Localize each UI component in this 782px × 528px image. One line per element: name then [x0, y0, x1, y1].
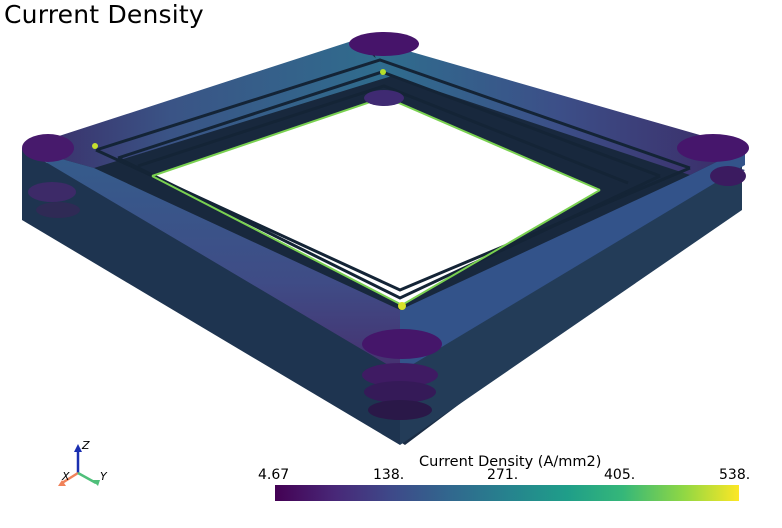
colorbar[interactable]	[275, 485, 739, 501]
coil-arm-back-left	[22, 40, 395, 168]
y-axis-label: Y	[100, 470, 108, 483]
coil-terminal-pads	[22, 32, 749, 420]
coil-arm-back-right	[370, 40, 745, 175]
colorbar-title: Current Density (A/mm2)	[419, 454, 602, 470]
coil-side-front-left	[22, 148, 400, 445]
view-title: Current Density	[4, 0, 204, 29]
coil-model	[22, 32, 749, 445]
colorbar-tick: 138.	[373, 467, 405, 483]
colorbar-tick: 271.	[487, 467, 519, 483]
hotspot-front	[398, 302, 406, 310]
z-axis-label: Z	[81, 439, 90, 452]
colorbar-gradient	[275, 485, 739, 501]
hotspot-back	[380, 69, 386, 75]
hotspot-left	[92, 143, 98, 149]
y-axis-line	[77, 471, 97, 485]
y-axis-arrow-icon	[92, 480, 100, 486]
coil-arm-front-left	[22, 148, 400, 372]
colorbar-tick: 4.67	[258, 467, 290, 483]
colorbar-tick: 405.	[604, 467, 636, 483]
z-axis-arrow-icon	[74, 444, 82, 452]
x-axis-arrow-icon	[58, 480, 66, 486]
coil-arm-front-right	[400, 148, 745, 372]
orientation-axes: Z X Y	[58, 439, 108, 486]
coil-side-front-right	[400, 150, 742, 445]
colorbar-tick: 538.	[719, 467, 751, 483]
x-axis-label: X	[61, 470, 70, 483]
x-axis-line	[61, 471, 79, 485]
